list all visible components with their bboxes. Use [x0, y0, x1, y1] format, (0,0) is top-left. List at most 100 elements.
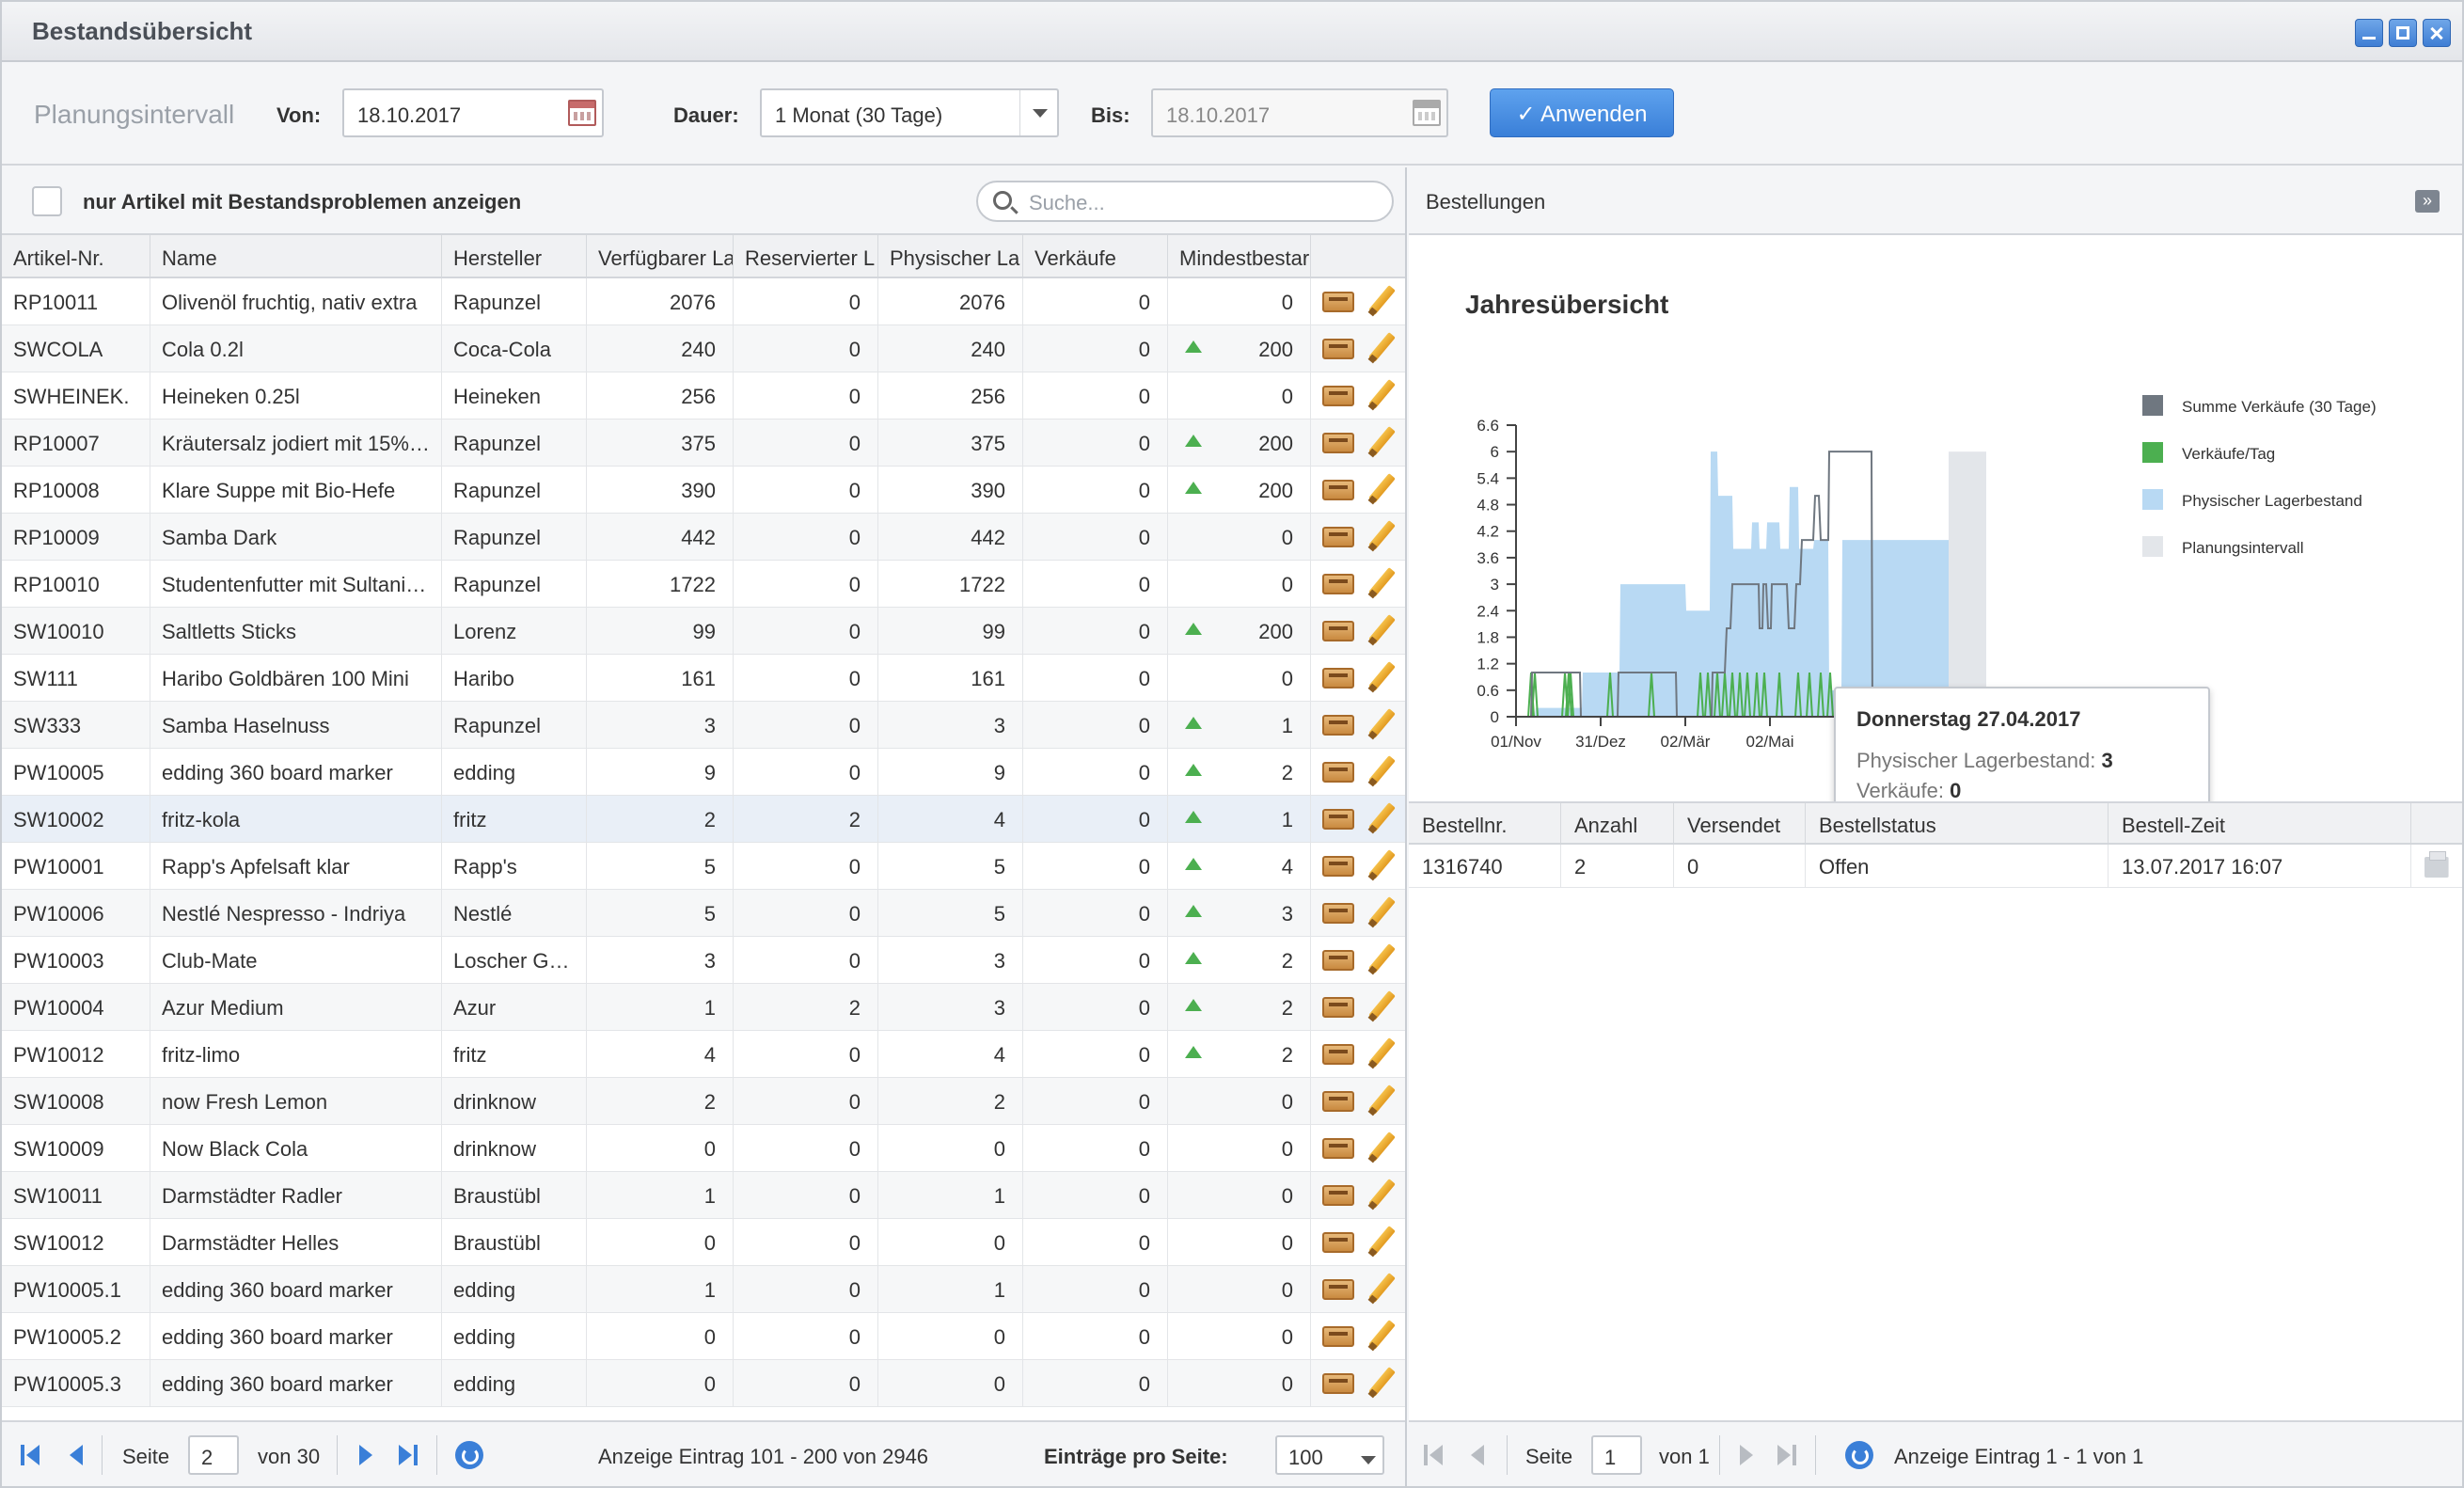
stock-box-icon[interactable] [1322, 1326, 1354, 1347]
stock-box-icon[interactable] [1322, 574, 1354, 594]
table-row[interactable]: SWCOLA Cola 0.2l Coca-Cola 240 0 240 0 200 [2, 325, 1405, 372]
next-page-icon[interactable] [359, 1445, 372, 1465]
stock-box-icon[interactable] [1322, 715, 1354, 736]
page-input[interactable]: 2 [188, 1435, 239, 1475]
edit-pencil-icon[interactable] [1367, 1132, 1396, 1163]
edit-pencil-icon[interactable] [1367, 1179, 1396, 1210]
print-icon[interactable] [2425, 851, 2449, 878]
column-header[interactable]: Reservierter L [734, 235, 878, 277]
edit-pencil-icon[interactable] [1367, 897, 1396, 927]
maximize-icon[interactable] [2389, 19, 2417, 47]
table-row[interactable]: SW10002 fritz-kola fritz 2 2 4 0 1 [2, 796, 1405, 843]
expand-icon[interactable]: » [2415, 190, 2440, 213]
stock-box-icon[interactable] [1322, 292, 1354, 312]
column-header[interactable]: Verkäufe [1023, 235, 1168, 277]
table-row[interactable]: SWHEINEK. Heineken 0.25l Heineken 256 0 256 0 0 [2, 372, 1405, 419]
edit-pencil-icon[interactable] [1367, 944, 1396, 974]
table-row[interactable]: SW10011 Darmstädter Radler Braustübl 1 0 1 0 0 [2, 1172, 1405, 1219]
edit-pencil-icon[interactable] [1367, 850, 1396, 880]
stock-box-icon[interactable] [1322, 433, 1354, 453]
table-row[interactable]: PW10006 Nestlé Nespresso - Indriya Nestlé 5… [2, 890, 1405, 937]
stock-box-icon[interactable] [1322, 1373, 1354, 1394]
stock-box-icon[interactable] [1322, 1091, 1354, 1112]
order-column-header[interactable]: Anzahl [1561, 803, 1674, 843]
calendar-icon[interactable] [1413, 100, 1441, 126]
edit-pencil-icon[interactable] [1367, 615, 1396, 645]
page-input[interactable]: 1 [1591, 1435, 1642, 1475]
first-page-bar[interactable] [21, 1445, 24, 1465]
stock-box-icon[interactable] [1322, 527, 1354, 547]
stock-box-icon[interactable] [1322, 950, 1354, 971]
edit-pencil-icon[interactable] [1367, 709, 1396, 739]
order-column-header[interactable]: Bestellnr. [1409, 803, 1561, 843]
table-row[interactable]: SW333 Samba Haselnuss Rapunzel 3 0 3 0 1 [2, 702, 1405, 749]
table-row[interactable]: PW10004 Azur Medium Azur 1 2 3 0 2 [2, 984, 1405, 1031]
stock-box-icon[interactable] [1322, 997, 1354, 1018]
column-header[interactable]: Hersteller [442, 235, 587, 277]
chevron-down-icon[interactable] [1349, 1437, 1382, 1473]
table-row[interactable]: SW10009 Now Black Cola drinknow 0 0 0 0 0 [2, 1125, 1405, 1172]
order-row[interactable]: 1316740 2 0 Offen 13.07.2017 16:07 [1409, 845, 2462, 888]
table-row[interactable]: PW10005 edding 360 board marker edding 9 0 9 0… [2, 749, 1405, 796]
table-row[interactable]: SW10010 Saltletts Sticks Lorenz 99 0 99 0 200 [2, 608, 1405, 655]
edit-pencil-icon[interactable] [1367, 662, 1396, 692]
column-header[interactable]: Physischer La [878, 235, 1023, 277]
stock-box-icon[interactable] [1322, 762, 1354, 783]
column-header[interactable]: Name [150, 235, 442, 277]
close-icon[interactable] [2423, 19, 2451, 47]
column-header[interactable]: Mindestbestar [1168, 235, 1311, 277]
order-column-header[interactable]: Bestellstatus [1806, 803, 2109, 843]
stock-box-icon[interactable] [1322, 903, 1354, 924]
per-page-select[interactable]: 100 [1275, 1435, 1384, 1475]
prev-page-icon[interactable] [1471, 1445, 1484, 1465]
edit-pencil-icon[interactable] [1367, 991, 1396, 1021]
column-header[interactable]: Artikel-Nr. [2, 235, 150, 277]
edit-pencil-icon[interactable] [1367, 286, 1396, 316]
stock-box-icon[interactable] [1322, 809, 1354, 830]
edit-pencil-icon[interactable] [1367, 333, 1396, 363]
table-row[interactable]: PW10001 Rapp's Apfelsaft klar Rapp's 5 0 5 0 4 [2, 843, 1405, 890]
table-row[interactable]: SW10012 Darmstädter Helles Braustübl 0 0 0 0 0 [2, 1219, 1405, 1266]
last-page-icon[interactable] [1777, 1445, 1791, 1465]
order-column-header[interactable]: Versendet [1674, 803, 1806, 843]
stock-box-icon[interactable] [1322, 1279, 1354, 1300]
table-row[interactable]: SW111 Haribo Goldbären 100 Mini Haribo 161 0… [2, 655, 1405, 702]
refresh-icon[interactable] [455, 1441, 483, 1469]
stock-box-icon[interactable] [1322, 1138, 1354, 1159]
table-row[interactable]: PW10005.2 edding 360 board marker edding 0 0… [2, 1313, 1405, 1360]
edit-pencil-icon[interactable] [1367, 568, 1396, 598]
edit-pencil-icon[interactable] [1367, 803, 1396, 833]
order-column-header[interactable]: Bestell-Zeit [2109, 803, 2411, 843]
stock-box-icon[interactable] [1322, 856, 1354, 877]
refresh-icon[interactable] [1845, 1441, 1873, 1469]
stock-box-icon[interactable] [1322, 668, 1354, 689]
calendar-icon[interactable] [568, 100, 596, 126]
table-row[interactable]: RP10011 Olivenöl fruchtig, nativ extra Rap… [2, 278, 1405, 325]
minimize-icon[interactable] [2355, 19, 2383, 47]
table-row[interactable]: RP10009 Samba Dark Rapunzel 442 0 442 0 0 [2, 514, 1405, 561]
edit-pencil-icon[interactable] [1367, 1227, 1396, 1257]
duration-select[interactable]: 1 Monat (30 Tage) [760, 88, 1059, 137]
stock-box-icon[interactable] [1322, 386, 1354, 406]
first-page-bar[interactable] [1424, 1445, 1428, 1465]
table-row[interactable]: PW10012 fritz-limo fritz 4 0 4 0 2 [2, 1031, 1405, 1078]
edit-pencil-icon[interactable] [1367, 1274, 1396, 1304]
last-page-icon[interactable] [399, 1445, 412, 1465]
first-page-icon[interactable] [26, 1445, 39, 1465]
last-page-bar[interactable] [1793, 1445, 1796, 1465]
table-row[interactable]: RP10010 Studentenfutter mit Sultaninen Rap… [2, 561, 1405, 608]
table-row[interactable]: PW10003 Club-Mate Loscher GmbH 3 0 3 0 2 [2, 937, 1405, 984]
edit-pencil-icon[interactable] [1367, 474, 1396, 504]
edit-pencil-icon[interactable] [1367, 1085, 1396, 1116]
stock-box-icon[interactable] [1322, 1185, 1354, 1206]
stock-problems-checkbox[interactable] [32, 186, 62, 216]
table-row[interactable]: RP10007 Kräutersalz jodiert mit 15% Kr Rap… [2, 419, 1405, 467]
table-row[interactable]: SW10008 now Fresh Lemon drinknow 2 0 2 0 0 [2, 1078, 1405, 1125]
table-row[interactable]: PW10005.3 edding 360 board marker edding 0 0… [2, 1360, 1405, 1407]
edit-pencil-icon[interactable] [1367, 427, 1396, 457]
table-row[interactable]: RP10008 Klare Suppe mit Bio-Hefe Rapunzel 3… [2, 467, 1405, 514]
chevron-down-icon[interactable] [1019, 90, 1057, 135]
column-header[interactable]: Verfügbarer La [587, 235, 734, 277]
first-page-icon[interactable] [1429, 1445, 1443, 1465]
stock-box-icon[interactable] [1322, 1044, 1354, 1065]
